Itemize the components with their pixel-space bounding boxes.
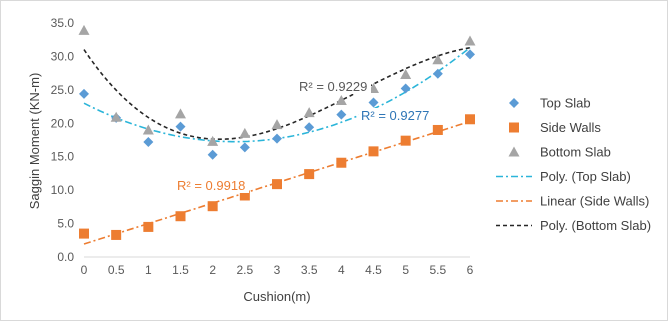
x-tick-label: 1.5: [172, 263, 189, 277]
x-tick-label: 2: [209, 263, 216, 277]
legend-item: Side Walls: [509, 120, 601, 135]
point-triangle: [78, 24, 90, 35]
trendline-poly3: [83, 47, 471, 140]
point-triangle: [303, 107, 315, 118]
x-axis-title: Cushion(m): [243, 289, 310, 304]
legend-swatch-diamond: [509, 98, 519, 108]
x-tick-label: 5: [402, 263, 409, 277]
point-square: [272, 179, 282, 190]
point-square: [400, 135, 411, 146]
point-square: [143, 221, 154, 232]
y-tick-label: 5.0: [57, 217, 74, 231]
y-tick-label: 0.0: [57, 250, 74, 264]
point-square: [336, 157, 347, 168]
point-square: [304, 169, 315, 180]
legend-label: Poly. (Bottom Slab): [540, 218, 651, 233]
x-tick-label: 3.5: [301, 263, 318, 277]
legend: Top Slab Side Walls Bottom Slab Poly. (Top …: [496, 96, 651, 233]
point-square: [111, 229, 122, 240]
x-tick-label: 2.5: [236, 263, 253, 277]
r2-label-bg: [297, 79, 371, 94]
point-triangle: [142, 124, 154, 135]
axes: 0 0.5 1 1.5 2 2.5 3 3.5 4 4.5 5 5.5 6 0.0 5.0 10.0 15.0 2…: [51, 16, 474, 277]
legend-item: Poly. (Bottom Slab): [496, 218, 651, 233]
point-triangle: [464, 35, 476, 46]
point-square: [79, 228, 89, 239]
r2-label-bg: [175, 178, 249, 193]
point-triangle: [110, 111, 122, 122]
point-triangle: [239, 127, 251, 138]
point-triangle: [207, 135, 219, 146]
x-tick-label: 0.5: [108, 263, 125, 277]
point-square: [175, 211, 186, 222]
chart-svg: 0 0.5 1 1.5 2 2.5 3 3.5 4 4.5 5 5.5 6 0.0 5.0 10.0 15.0 2…: [27, 16, 651, 304]
point-diamond: [368, 97, 379, 108]
r2-label: R² = 0.9918: [177, 178, 245, 193]
point-diamond: [432, 68, 443, 79]
x-tick-label: 3: [274, 263, 281, 277]
trendlines: [83, 46, 471, 245]
legend-item: Bottom Slab: [508, 145, 611, 160]
legend-item: Top Slab: [509, 96, 591, 111]
point-diamond: [143, 137, 154, 148]
point-square: [432, 124, 443, 135]
r2-label: R² = 0.9277: [361, 108, 429, 123]
y-tick-label: 35.0: [51, 16, 75, 30]
point-triangle: [400, 68, 412, 79]
point-diamond: [272, 133, 282, 144]
point-diamond: [336, 109, 347, 120]
legend-label: Poly. (Top Slab): [540, 169, 631, 184]
point-triangle: [271, 119, 283, 130]
x-tick-label: 1: [145, 263, 152, 277]
point-square: [368, 146, 379, 157]
y-axis-title: Saggin Moment (KN-m): [27, 73, 42, 210]
legend-swatch-triangle: [508, 146, 520, 157]
legend-swatch-square: [509, 122, 519, 133]
y-tick-label: 10.0: [51, 183, 75, 197]
point-triangle: [335, 95, 347, 106]
x-tick-label: 6: [467, 263, 474, 277]
x-tick-label: 0: [81, 263, 88, 277]
legend-item: Poly. (Top Slab): [496, 169, 631, 184]
point-diamond: [207, 149, 218, 160]
r2-label-bg: [359, 108, 433, 123]
y-tick-label: 30.0: [51, 49, 75, 63]
point-square: [465, 114, 475, 125]
legend-label: Side Walls: [540, 120, 601, 135]
legend-label: Top Slab: [540, 96, 591, 111]
legend-label: Bottom Slab: [540, 145, 611, 160]
r2-labels: R² = 0.9277 R² = 0.9918 R² = 0.9229: [175, 79, 433, 193]
r2-label: R² = 0.9229: [299, 79, 367, 94]
data-markers: [78, 24, 476, 240]
point-diamond: [400, 83, 411, 94]
legend-item: Linear (Side Walls): [496, 194, 649, 209]
point-square: [207, 201, 218, 212]
point-triangle: [175, 108, 186, 119]
point-diamond: [79, 88, 89, 99]
x-tick-label: 4: [338, 263, 345, 277]
y-tick-label: 15.0: [51, 150, 75, 164]
point-diamond: [465, 49, 475, 60]
point-diamond: [304, 122, 315, 133]
point-triangle: [432, 54, 444, 65]
point-square: [239, 190, 250, 201]
x-tick-label: 5.5: [429, 263, 446, 277]
legend-label: Linear (Side Walls): [540, 194, 649, 209]
point-diamond: [175, 121, 186, 132]
x-tick-label: 4.5: [365, 263, 382, 277]
y-tick-label: 25.0: [51, 83, 75, 97]
y-tick-label: 20.0: [51, 116, 75, 130]
point-diamond: [239, 142, 250, 153]
